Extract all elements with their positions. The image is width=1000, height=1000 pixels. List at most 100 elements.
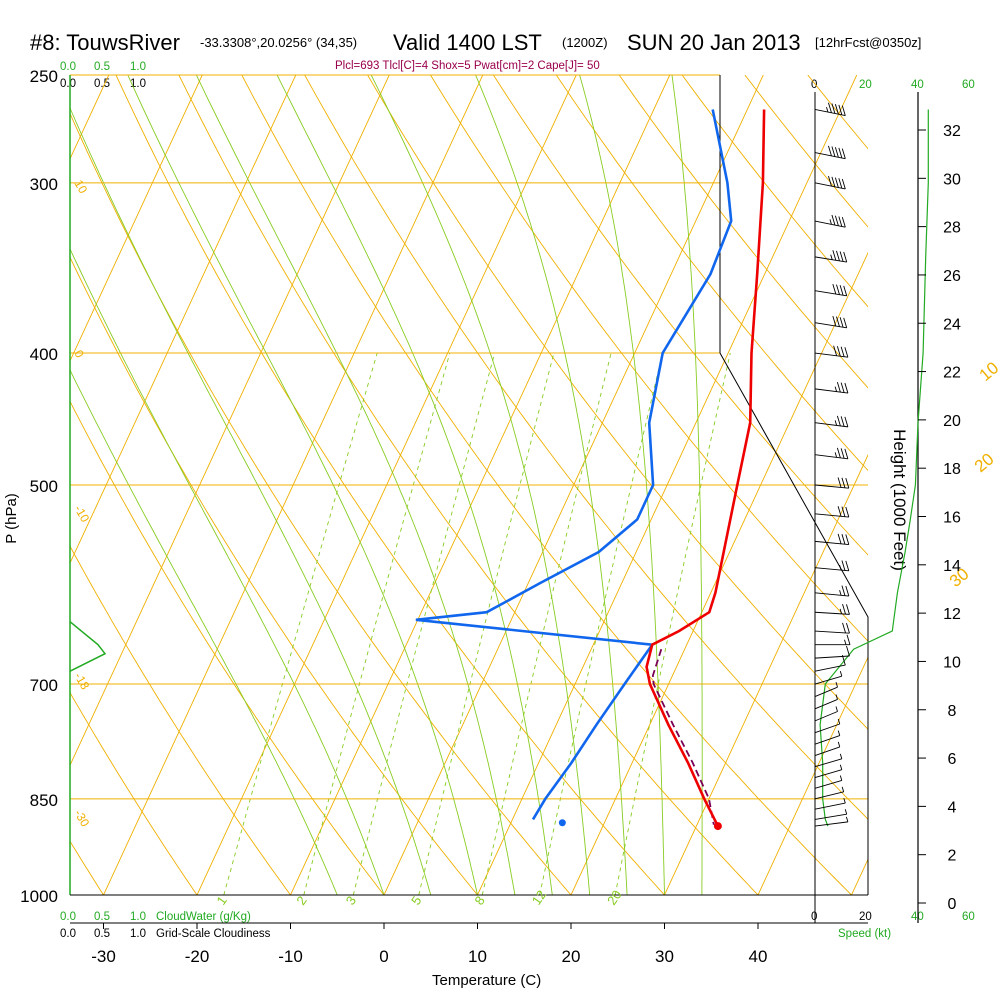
wind-barb-staff: [814, 711, 838, 722]
wind-barb-flag: [839, 317, 844, 328]
wind-barb-half-flag: [843, 797, 846, 804]
height-tick-label: 4: [948, 799, 957, 816]
wind-barb-half-flag: [834, 452, 838, 458]
wind-barb-staff: [814, 220, 846, 228]
temperature-tick-label: 30: [655, 947, 674, 966]
wind-barb-staff: [814, 352, 848, 358]
wind-barb-staff: [814, 422, 848, 428]
pressure-tick-label: 400: [30, 345, 58, 364]
wind-barb-flag: [841, 178, 846, 190]
wind-barb-half-flag: [834, 420, 838, 426]
wind-barb-flag: [831, 146, 836, 157]
wind-barb-staff: [814, 388, 848, 394]
wind-barb-staff: [814, 322, 847, 329]
wind-barb-flag: [828, 145, 832, 156]
wind-barb-flag: [841, 654, 846, 666]
wind-barb-half-flag: [837, 730, 841, 736]
height-tick-label: 0: [948, 896, 957, 913]
wind-barb-flag: [845, 478, 850, 489]
wind-barb-half-flag: [835, 706, 838, 712]
station-coords: -33.3308°,20.0256° (34,35): [200, 35, 358, 50]
wind-barb-flag: [831, 176, 836, 187]
speed-bottom-green-1: 60: [962, 911, 975, 923]
wind-barb-half-flag: [839, 764, 843, 770]
dry-adiabat-line: [304, 75, 868, 820]
speed-bottom-black-1: 20: [859, 911, 872, 923]
wind-barb-staff: [814, 735, 840, 745]
cw-bottom-black-0: 0.0: [60, 928, 76, 940]
wind-barb-flag: [844, 347, 849, 358]
height-tick-label: 26: [943, 268, 961, 285]
valid-time: Valid 1400 LST: [393, 30, 542, 55]
wind-barb-half-flag: [844, 809, 848, 815]
wind-barb-flag: [841, 148, 846, 159]
wind-barb-flag: [845, 534, 850, 545]
wind-barb-flag: [834, 177, 839, 188]
wind-barb-flag: [840, 416, 845, 427]
dry-adiabat-line: [70, 545, 291, 895]
wind-barb-half-flag: [834, 386, 838, 392]
wind-barb-flag: [839, 251, 844, 262]
speed-top-green-0: 20: [859, 79, 872, 91]
wind-barb-half-flag: [841, 786, 845, 792]
pressure-tick-label: 1000: [20, 887, 58, 906]
wind-barb-flag: [831, 214, 836, 226]
wind-barb-flag: [840, 346, 845, 357]
dry-adiabat-line: [367, 75, 868, 730]
wind-barb-half-flag: [830, 254, 833, 260]
surface-temperature-point: [713, 822, 722, 831]
wind-barb-staff: [814, 630, 850, 634]
wind-barb-flag: [840, 448, 845, 459]
wind-barb-flag: [844, 448, 849, 459]
pressure-tick-label: 300: [30, 175, 58, 194]
wind-barb-flag: [841, 477, 846, 488]
wind-barb-half-flag: [839, 564, 842, 571]
wind-barb-half-flag: [829, 219, 832, 225]
cw-bottom-green-1: 0.5: [94, 911, 110, 923]
cw-top-green-2: 1.0: [130, 61, 146, 73]
pressure-tick-label: 700: [30, 676, 58, 695]
sounding-stats: Plcl=693 Tlcl[C]=4 Shox=5 Pwat[cm]=2 Cap…: [335, 60, 600, 72]
wind-barb-half-flag: [844, 639, 847, 645]
wind-barb-half-flag: [839, 590, 842, 596]
isotherm-label: -18: [71, 670, 92, 692]
wind-barb-flag: [846, 623, 850, 634]
speed-bottom-green-0: 40: [911, 911, 924, 923]
wind-barb-half-flag: [839, 671, 843, 677]
wind-barb-flag: [832, 283, 837, 295]
wind-barb-flag: [842, 603, 846, 615]
dry-adiabat-line: [70, 112, 572, 895]
wind-barb-flag: [845, 560, 850, 571]
dry-adiabat-line: [70, 691, 198, 895]
wind-barb-flag: [831, 103, 836, 114]
speed-top-black-0: 0: [811, 79, 818, 91]
wind-barb-flag: [837, 477, 842, 488]
temperature-tick-label: 0: [379, 947, 388, 966]
wind-barb-flag: [844, 416, 849, 427]
wind-barb-half-flag: [835, 682, 838, 688]
wind-barb-flag: [844, 382, 849, 394]
wind-barb-staff: [814, 592, 849, 597]
moist-adiabat-line: [70, 247, 385, 895]
temperature-tick-label: 40: [749, 947, 768, 966]
temperature-tick-label: 10: [468, 947, 487, 966]
wind-barb-staff: [814, 290, 847, 297]
height-tick-label: 16: [943, 510, 961, 527]
dewpoint-profile-line: [415, 109, 733, 821]
mixing-ratio-line: [539, 352, 664, 895]
wind-speed-line: [819, 109, 929, 827]
wind-barb-half-flag: [837, 718, 841, 725]
speed-top-green-1: 40: [911, 79, 924, 91]
height-tick-label: 30: [943, 171, 961, 188]
wind-barb-staff: [814, 769, 842, 779]
isotherm-label: 0: [71, 348, 87, 361]
isotherm-label: -30: [71, 807, 92, 829]
wind-barb-staff: [814, 664, 846, 672]
wind-barb-flag: [838, 178, 843, 189]
wind-barb-flag: [841, 506, 846, 517]
wind-barb-staff: [814, 484, 849, 489]
height-tick-label: 22: [943, 365, 961, 382]
wind-barb-flag: [828, 176, 832, 187]
moist-adiabat-line: [579, 75, 665, 895]
dry-adiabat-line: [555, 75, 868, 472]
